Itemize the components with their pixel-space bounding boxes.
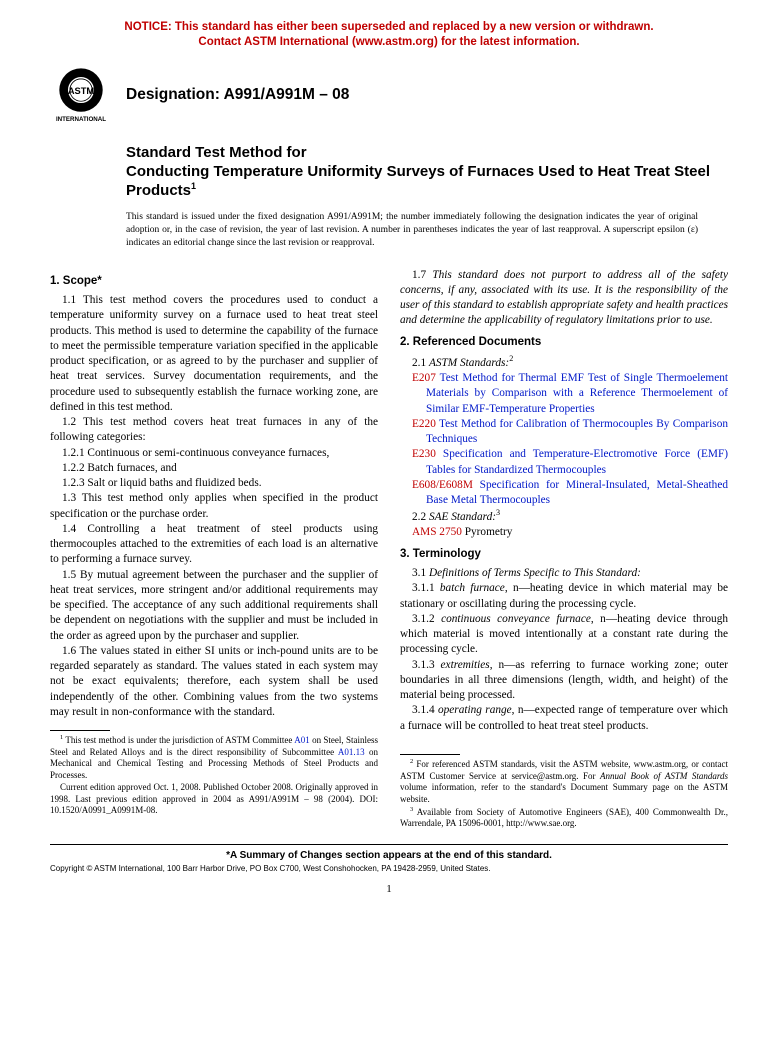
para-1-2-3: 1.2.3 Salt or liquid baths and fluidized…	[50, 476, 378, 491]
page-number: 1	[50, 883, 728, 895]
para-2-2: 2.2 SAE Standard:3	[400, 508, 728, 525]
ref-title-e207[interactable]: Test Method for Thermal EMF Test of Sing…	[426, 372, 728, 415]
ref-title-e220[interactable]: Test Method for Calibration of Thermocou…	[426, 418, 728, 445]
para-1-5: 1.5 By mutual agreement between the purc…	[50, 568, 378, 644]
committee-link-a01[interactable]: A01	[294, 735, 310, 745]
para-3-1-4: 3.1.4 operating range, n—expected range …	[400, 703, 728, 734]
ref-e230: E230 Specification and Temperature-Elect…	[400, 447, 728, 478]
title-main-text: Conducting Temperature Uniformity Survey…	[126, 163, 710, 200]
footnote-3: 3 Available from Society of Automotive E…	[400, 806, 728, 830]
ref-std-e207[interactable]: E207	[412, 372, 436, 384]
para-1-7: 1.7 This standard does not purport to ad…	[400, 268, 728, 329]
term-extremities: extremities	[441, 659, 490, 671]
ref-title-e230[interactable]: Specification and Temperature-Electromot…	[426, 448, 728, 475]
ref-std-e220[interactable]: E220	[412, 418, 436, 430]
notice-line-1: NOTICE: This standard has either been su…	[124, 21, 653, 33]
supersession-notice: NOTICE: This standard has either been su…	[50, 20, 728, 50]
title-main: Conducting Temperature Uniformity Survey…	[126, 163, 728, 202]
title-block: Standard Test Method for Conducting Temp…	[126, 144, 728, 201]
astm-logo: ASTM INTERNATIONAL	[50, 64, 112, 126]
para-1-4: 1.4 Controlling a heat treatment of stee…	[50, 522, 378, 568]
footnote-1-edition: Current edition approved Oct. 1, 2008. P…	[50, 782, 378, 817]
term-batch-furnace: batch furnace	[440, 582, 505, 594]
subcommittee-link-a01-13[interactable]: A01.13	[338, 747, 365, 757]
para-1-6: 1.6 The values stated in either SI units…	[50, 644, 378, 720]
para-1-2: 1.2 This test method covers heat treat f…	[50, 415, 378, 446]
notice-line-2: Contact ASTM International (www.astm.org…	[198, 36, 579, 48]
footnote-2-mark: 2	[509, 354, 513, 363]
para-2-1: 2.1 ASTM Standards:2	[400, 354, 728, 371]
copyright-line: Copyright © ASTM International, 100 Barr…	[50, 864, 728, 873]
ref-std-ams2750[interactable]: AMS 2750	[412, 526, 462, 538]
body-columns: 1. Scope* 1.1 This test method covers th…	[50, 268, 728, 830]
ref-e608: E608/E608M Specification for Mineral-Ins…	[400, 478, 728, 509]
title-footnote-mark: 1	[191, 181, 196, 191]
section-2-heading: 2. Referenced Documents	[400, 335, 728, 351]
svg-text:INTERNATIONAL: INTERNATIONAL	[56, 116, 106, 123]
ref-std-e608[interactable]: E608/E608M	[412, 479, 473, 491]
section-3-heading: 3. Terminology	[400, 547, 728, 563]
svg-text:ASTM: ASTM	[68, 86, 95, 96]
footnote-3-mark: 3	[496, 508, 500, 517]
footnotes-right: 2 For referenced ASTM standards, visit t…	[400, 758, 728, 830]
term-continuous-conveyance-furnace: continuous conveyance furnace	[441, 613, 591, 625]
para-3-1-1: 3.1.1 batch furnace, n—heating device in…	[400, 581, 728, 612]
header-row: ASTM INTERNATIONAL Designation: A991/A99…	[50, 64, 728, 126]
footnote-2: 2 For referenced ASTM standards, visit t…	[400, 758, 728, 806]
bottom-rule	[50, 844, 728, 845]
para-1-3: 1.3 This test method only applies when s…	[50, 491, 378, 522]
issued-note: This standard is issued under the fixed …	[126, 211, 698, 249]
para-3-1-3: 3.1.3 extremities, n—as referring to fur…	[400, 658, 728, 704]
ref-std-e230[interactable]: E230	[412, 448, 436, 460]
footnote-divider-left	[50, 730, 110, 731]
para-1-7-disclaimer: This standard does not purport to addres…	[400, 269, 728, 327]
footnote-divider-right	[400, 754, 460, 755]
ref-e207: E207 Test Method for Thermal EMF Test of…	[400, 371, 728, 417]
footnotes-left: 1 This test method is under the jurisdic…	[50, 734, 378, 817]
para-1-1: 1.1 This test method covers the procedur…	[50, 293, 378, 415]
para-1-2-2: 1.2.2 Batch furnaces, and	[50, 461, 378, 476]
para-3-1-2: 3.1.2 continuous conveyance furnace, n—h…	[400, 612, 728, 658]
para-3-1: 3.1 Definitions of Terms Specific to Thi…	[400, 566, 728, 581]
section-1-heading: 1. Scope*	[50, 274, 378, 290]
footnote-1: 1 This test method is under the jurisdic…	[50, 734, 378, 782]
summary-of-changes-note: *A Summary of Changes section appears at…	[50, 850, 728, 861]
title-lead: Standard Test Method for	[126, 144, 728, 163]
term-operating-range: operating range	[438, 704, 512, 716]
para-1-2-1: 1.2.1 Continuous or semi-continuous conv…	[50, 446, 378, 461]
designation: Designation: A991/A991M – 08	[126, 86, 349, 104]
ref-title-ams2750: Pyrometry	[465, 526, 513, 538]
ref-e220: E220 Test Method for Calibration of Ther…	[400, 417, 728, 448]
ref-ams2750: AMS 2750 Pyrometry	[400, 525, 728, 540]
